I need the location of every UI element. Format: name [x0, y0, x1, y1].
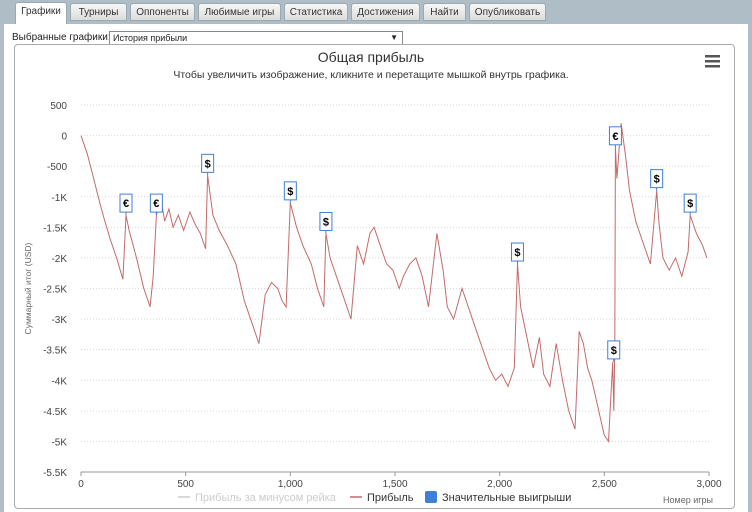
y-tick-label: -5.5K — [43, 468, 67, 479]
y-tick-label: -4.5K — [43, 407, 67, 418]
legend-item-profit[interactable]: Прибыль — [367, 492, 414, 504]
chart-select[interactable]: История прибыли ▼ — [109, 31, 403, 45]
chart-title: Общая прибыль — [318, 49, 424, 65]
tab-bar: Графики Турниры Оппоненты Любимые игры Стати… — [0, 0, 752, 24]
tab-5[interactable]: Статистика — [284, 3, 348, 21]
big-win-marker[interactable]: € — [149, 193, 163, 216]
chart-select-value: История прибыли — [113, 33, 188, 43]
tab-8[interactable]: Опубликовать — [469, 3, 546, 21]
y-tick-label: -3.5K — [43, 346, 67, 357]
marker-box — [607, 340, 621, 360]
marker-symbol: € — [123, 198, 129, 210]
marker-box — [201, 153, 215, 173]
x-tick-label: 0 — [78, 479, 84, 490]
y-axis-label: Суммарный итог (USD) — [23, 242, 33, 334]
y-tick-label: -3K — [51, 315, 67, 326]
tab-6[interactable]: Достижения — [351, 3, 420, 21]
big-win-marker[interactable]: $ — [607, 340, 621, 362]
big-win-marker[interactable]: $ — [683, 193, 697, 216]
x-axis-label: Номер игры — [663, 495, 713, 505]
marker-box — [650, 169, 664, 189]
x-tick-label: 1,000 — [278, 479, 303, 490]
tab-4[interactable]: Любимые игры — [198, 3, 281, 21]
y-tick-label: 500 — [50, 101, 67, 112]
marker-symbol: $ — [323, 216, 329, 228]
big-win-marker[interactable]: $ — [201, 153, 215, 176]
y-tick-label: -2K — [51, 254, 67, 265]
tab-2[interactable]: Турниры — [70, 3, 127, 21]
legend-item-net[interactable]: Прибыль за минусом рейка — [195, 492, 337, 504]
big-win-marker[interactable]: $ — [283, 181, 297, 203]
selector-label: Выбранные графики: — [12, 32, 111, 43]
marker-symbol: € — [153, 198, 159, 210]
y-tick-label: -4K — [51, 376, 67, 387]
chart-frame[interactable]: Общая прибыль Чтобы увеличить изображени… — [14, 44, 735, 509]
big-win-marker[interactable]: $ — [319, 211, 333, 234]
marker-symbol: $ — [687, 198, 693, 210]
marker-box — [319, 211, 333, 231]
marker-symbol: $ — [611, 345, 617, 357]
y-tick-label: -5K — [51, 437, 67, 448]
marker-symbol: $ — [654, 174, 660, 186]
marker-box — [683, 193, 697, 213]
legend-swatch-big-wins — [425, 491, 437, 503]
y-tick-label: 0 — [61, 132, 67, 143]
marker-symbol: $ — [514, 247, 520, 259]
marker-symbol: $ — [205, 158, 211, 170]
big-win-marker[interactable]: $ — [650, 169, 664, 191]
profit-chart[interactable]: Общая прибыль Чтобы увеличить изображени… — [15, 45, 734, 508]
marker-layer: € € $ $ $ $ € $ $ $ — [119, 126, 697, 362]
big-win-marker[interactable]: € — [119, 193, 133, 216]
profit-line — [80, 123, 708, 443]
marker-box — [149, 193, 163, 213]
chevron-down-icon: ▼ — [390, 33, 398, 42]
x-tick-label: 1,500 — [382, 479, 407, 490]
y-axis: 500 0 -500 -1K -1.5K -2K -2.5K -3K -3.5K -4K -4.5K… — [43, 101, 67, 479]
tab-7[interactable]: Найти — [423, 3, 466, 21]
tab-1[interactable]: Графики — [15, 2, 67, 24]
x-tick-label: 2,500 — [592, 479, 617, 490]
legend: Прибыль за минусом рейка Прибыль Значите… — [178, 491, 571, 504]
x-tick-label: 3,000 — [696, 479, 721, 490]
big-win-marker[interactable]: $ — [510, 242, 524, 265]
marker-symbol: € — [612, 131, 618, 143]
marker-box — [510, 242, 524, 262]
x-axis: 0 500 1,000 1,500 2,000 2,500 3,000 — [78, 471, 722, 490]
x-tick-label: 500 — [177, 479, 194, 490]
marker-symbol: $ — [287, 186, 293, 198]
content-panel: Выбранные графики: История прибыли ▼ Общ… — [4, 24, 748, 512]
tab-3[interactable]: Оппоненты — [130, 3, 195, 21]
y-tick-label: -500 — [47, 162, 67, 173]
big-win-marker[interactable]: € — [608, 126, 622, 148]
y-tick-label: -2.5K — [43, 285, 67, 296]
marker-box — [608, 126, 622, 146]
chart-subtitle: Чтобы увеличить изображение, кликните и … — [173, 69, 568, 81]
marker-box — [283, 181, 297, 201]
x-tick-label: 2,000 — [487, 479, 512, 490]
plot-area — [80, 123, 708, 443]
y-tick-label: -1K — [51, 193, 67, 204]
menu-icon[interactable] — [705, 55, 720, 68]
y-tick-label: -1.5K — [43, 223, 67, 234]
legend-item-big-wins[interactable]: Значительные выигрыши — [442, 492, 571, 504]
marker-box — [119, 193, 133, 213]
